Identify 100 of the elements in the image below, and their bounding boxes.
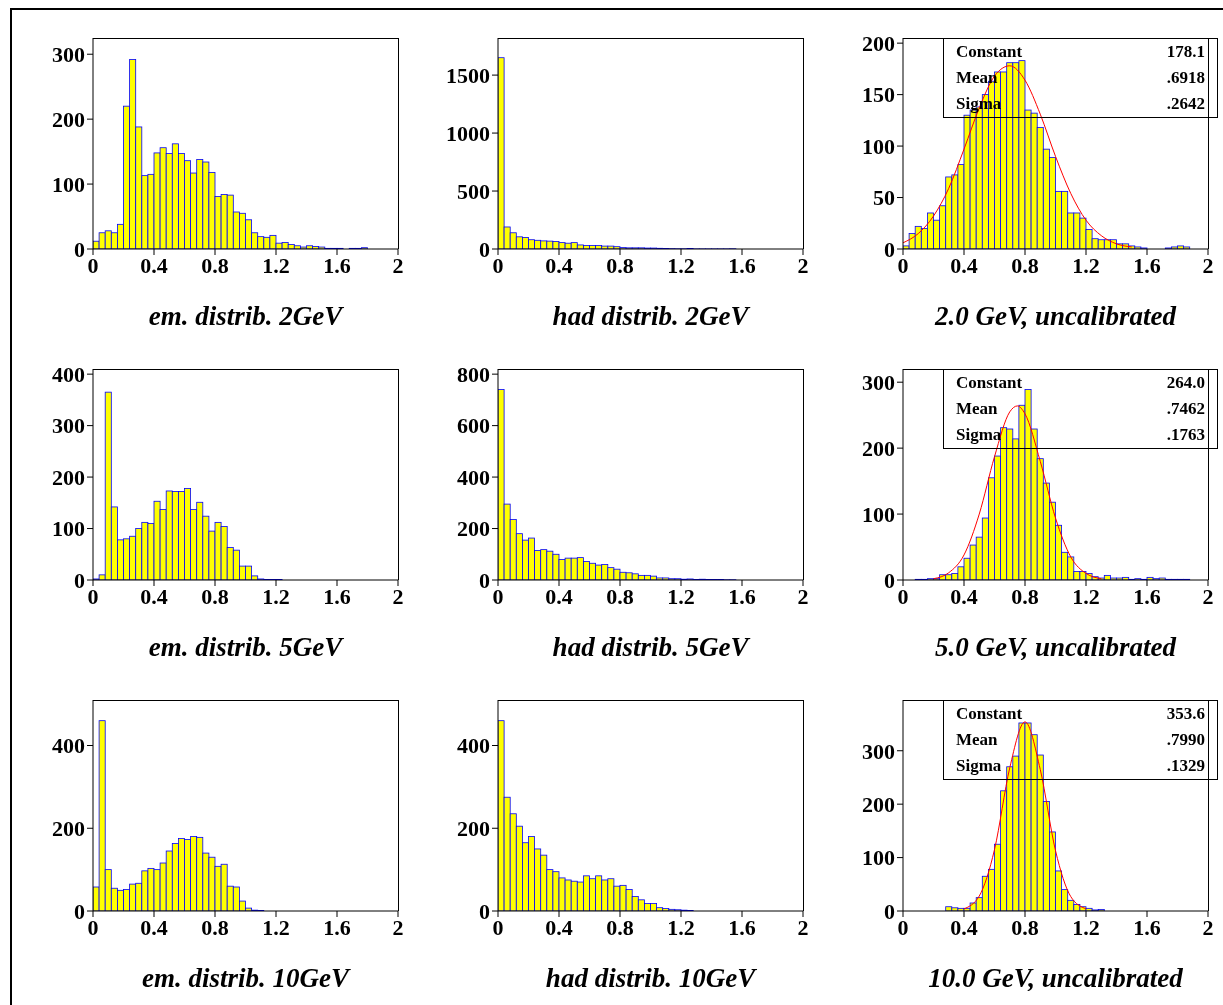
x-tick-label: 0.8 xyxy=(606,583,634,609)
x-tick-label: 2 xyxy=(392,583,404,609)
x-tick-label: 1.2 xyxy=(667,252,695,278)
y-tick-label: 200 xyxy=(52,816,85,842)
x-tick-label: 2 xyxy=(392,252,404,278)
x-tick-label: 1.6 xyxy=(323,252,351,278)
x-tick-label: 0.4 xyxy=(140,583,168,609)
x-tick-label: 1.6 xyxy=(323,914,351,940)
annotation: Constant xyxy=(956,703,1023,725)
x-tick-label: 1.6 xyxy=(728,914,756,940)
x-tick-label: 2 xyxy=(1202,583,1214,609)
x-axis-title: 10.0 GeV, uncalibrated xyxy=(928,963,1184,993)
x-tick-label: 0.4 xyxy=(140,252,168,278)
y-tick-label: 0 xyxy=(479,236,490,262)
y-tick-label: 200 xyxy=(457,516,490,542)
y-tick-label: 200 xyxy=(52,464,85,490)
x-tick-label: 0.4 xyxy=(950,914,978,940)
annotation: Constant xyxy=(956,41,1023,63)
annotation: .6918 xyxy=(1166,67,1205,89)
annotation: 178.1 xyxy=(1166,41,1205,63)
x-tick-label: 0.4 xyxy=(140,914,168,940)
x-tick-label: 0.8 xyxy=(606,914,634,940)
y-tick-label: 0 xyxy=(884,567,895,593)
x-tick-label: 2 xyxy=(797,583,809,609)
y-tick-label: 0 xyxy=(479,898,490,924)
y-tick-label: 0 xyxy=(74,236,85,262)
x-tick-label: 0.8 xyxy=(201,914,229,940)
y-tick-label: 400 xyxy=(457,733,490,759)
y-tick-label: 100 xyxy=(862,501,895,527)
y-tick-label: 500 xyxy=(457,178,490,204)
annotation: Mean xyxy=(956,729,998,751)
x-tick-label: 0.8 xyxy=(201,252,229,278)
y-tick-label: 400 xyxy=(52,361,85,387)
annotation: .1329 xyxy=(1166,755,1205,777)
x-tick-label: 2 xyxy=(392,914,404,940)
y-tick-label: 0 xyxy=(479,567,490,593)
x-tick-label: 0.8 xyxy=(1011,914,1039,940)
y-tick-label: 800 xyxy=(457,361,490,387)
y-tick-label: 200 xyxy=(457,816,490,842)
annotation: Constant xyxy=(956,372,1023,394)
x-tick-label: 1.6 xyxy=(1133,583,1161,609)
x-tick-label: 1.2 xyxy=(262,252,290,278)
x-axis-title: had distrib. 5GeV xyxy=(552,632,751,662)
y-tick-label: 50 xyxy=(873,185,895,211)
x-tick-label: 0.4 xyxy=(950,583,978,609)
x-tick-label: 1.6 xyxy=(728,583,756,609)
x-tick-label: 1.2 xyxy=(667,914,695,940)
x-axis-title: had distrib. 10GeV xyxy=(545,963,758,993)
y-tick-label: 100 xyxy=(862,133,895,159)
x-axis-title: 2.0 GeV, uncalibrated xyxy=(933,301,1177,331)
y-tick-label: 1500 xyxy=(446,62,490,88)
x-axis-title: 5.0 GeV, uncalibrated xyxy=(934,632,1177,662)
y-tick-label: 0 xyxy=(74,567,85,593)
y-tick-label: 300 xyxy=(862,370,895,395)
x-axis-title: em. distrib. 10GeV xyxy=(142,963,351,993)
y-tick-label: 0 xyxy=(74,898,85,924)
x-tick-label: 1.2 xyxy=(1072,583,1100,609)
annotation: 264.0 xyxy=(1166,372,1205,394)
x-axis-title: had distrib. 2GeV xyxy=(552,301,751,331)
x-tick-label: 0.4 xyxy=(545,914,573,940)
y-tick-label: 200 xyxy=(862,791,895,817)
y-tick-label: 0 xyxy=(884,236,895,262)
y-tick-label: 300 xyxy=(862,738,895,764)
y-tick-label: 600 xyxy=(457,413,490,439)
x-tick-label: 1.6 xyxy=(1133,914,1161,940)
x-tick-label: 0.4 xyxy=(545,252,573,278)
x-tick-label: 0.4 xyxy=(950,252,978,278)
y-tick-label: 400 xyxy=(52,733,85,759)
y-tick-label: 100 xyxy=(52,171,85,197)
x-tick-label: 0.8 xyxy=(1011,252,1039,278)
x-tick-label: 0.8 xyxy=(606,252,634,278)
annotation: 353.6 xyxy=(1166,703,1205,725)
x-tick-label: 0.8 xyxy=(201,583,229,609)
x-tick-label: 1.6 xyxy=(1133,252,1161,278)
x-tick-label: 0.4 xyxy=(545,583,573,609)
annotation: Mean xyxy=(956,398,998,420)
y-tick-label: 300 xyxy=(52,42,85,68)
x-tick-label: 2 xyxy=(1202,914,1214,940)
y-tick-label: 150 xyxy=(862,82,895,108)
y-tick-label: 1000 xyxy=(446,120,490,146)
y-tick-label: 200 xyxy=(862,30,895,56)
annotation: Sigma xyxy=(956,755,1002,777)
y-tick-label: 100 xyxy=(52,516,85,542)
annotation: .1763 xyxy=(1166,424,1205,446)
x-tick-label: 2 xyxy=(1202,252,1214,278)
y-tick-label: 0 xyxy=(884,898,895,924)
x-axis-title: em. distrib. 2GeV xyxy=(148,301,345,331)
x-tick-label: 1.2 xyxy=(262,914,290,940)
y-tick-label: 400 xyxy=(457,464,490,490)
annotation: .2642 xyxy=(1166,93,1205,115)
y-tick-label: 100 xyxy=(862,845,895,871)
annotation: .7462 xyxy=(1166,398,1205,420)
y-tick-label: 300 xyxy=(52,413,85,439)
x-tick-label: 2 xyxy=(797,914,809,940)
x-tick-label: 2 xyxy=(797,252,809,278)
x-tick-label: 1.2 xyxy=(667,583,695,609)
x-axis-title: em. distrib. 5GeV xyxy=(148,632,345,662)
x-tick-label: 1.2 xyxy=(262,583,290,609)
y-tick-label: 200 xyxy=(862,435,895,461)
annotation: .7990 xyxy=(1166,729,1205,751)
